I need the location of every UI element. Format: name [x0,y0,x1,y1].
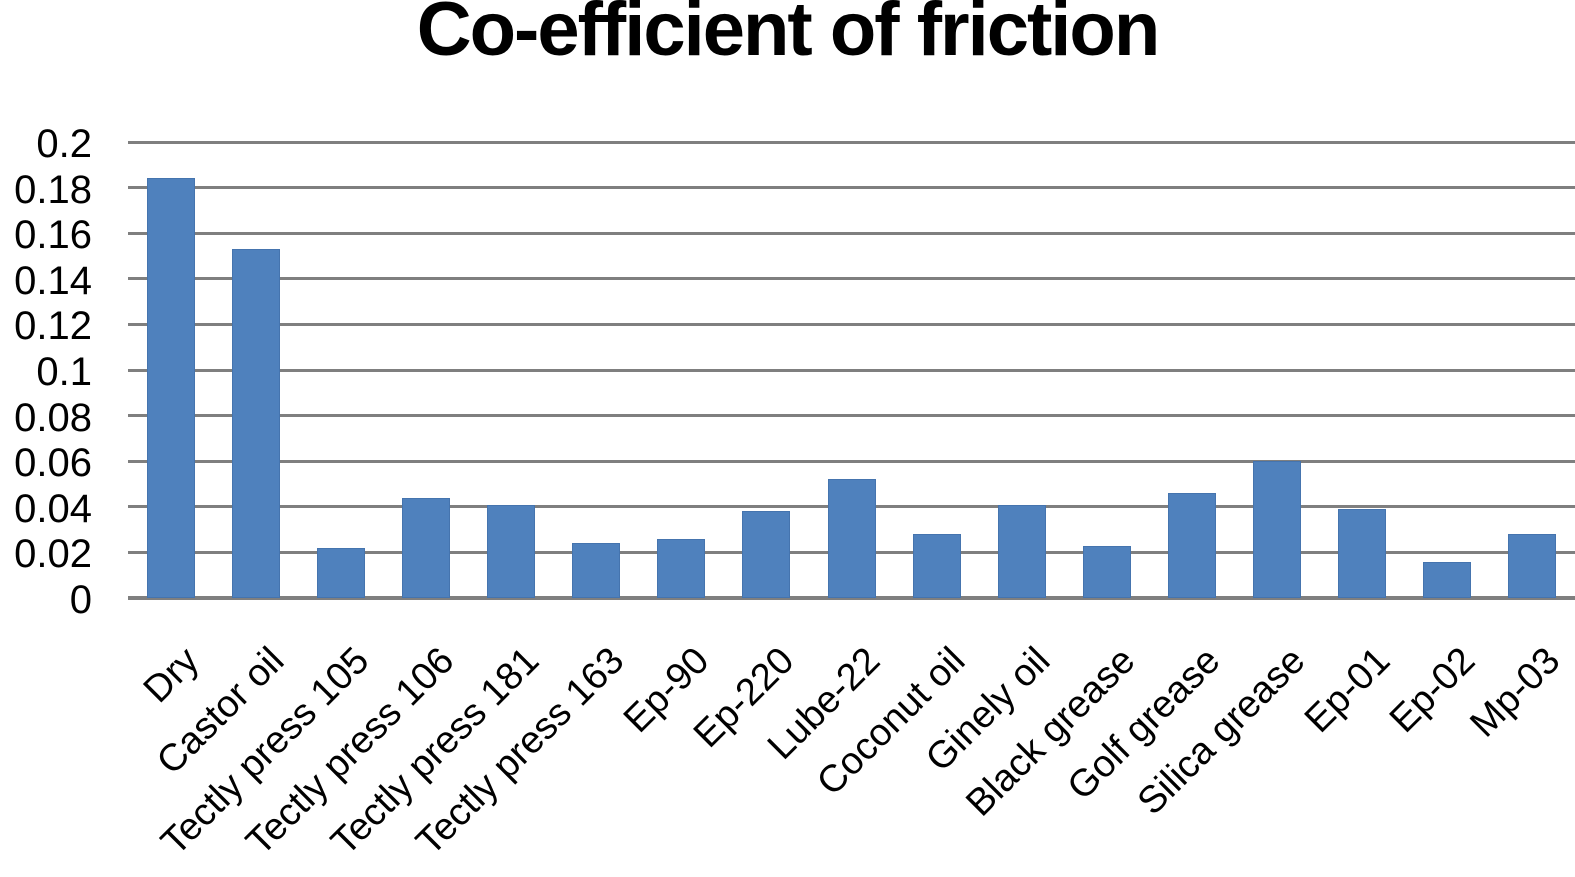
y-tick-label: 0.16 [14,213,92,258]
y-tick-label: 0.12 [14,304,92,349]
bar [487,505,535,598]
y-tick-label: 0.2 [36,122,92,166]
bar [828,479,876,598]
bar [1253,461,1301,598]
gridline [128,231,1575,235]
bar [572,543,620,598]
bar [147,178,195,598]
y-tick-label: 0 [69,578,92,622]
bar [232,249,280,598]
y-tick-label: 0.02 [14,532,92,577]
y-tick-label: 0.08 [14,395,92,440]
plot-area [128,140,1575,600]
x-axis-line [128,596,1575,600]
gridline [128,186,1575,190]
bar [1168,493,1216,598]
bar [742,511,790,598]
gridline [128,414,1575,418]
y-tick-label: 0.04 [14,486,92,531]
bar [998,505,1046,598]
chart-title: Co-efficient of friction [416,0,1161,72]
bar [657,539,705,598]
y-tick-label: 0.14 [14,258,92,303]
gridline [128,459,1575,463]
gridline [128,368,1575,372]
bar [913,534,961,598]
gridline [128,322,1575,326]
y-tick-label: 0.06 [14,441,92,486]
y-tick-label: 0.18 [14,167,92,212]
y-tick-label: 0.1 [36,350,92,394]
bar [402,498,450,598]
bar [1083,546,1131,598]
bar [1338,509,1386,598]
gridline [128,277,1575,281]
bar [1423,562,1471,598]
gridline [128,140,1575,144]
bar [1508,534,1556,598]
bar [317,548,365,598]
